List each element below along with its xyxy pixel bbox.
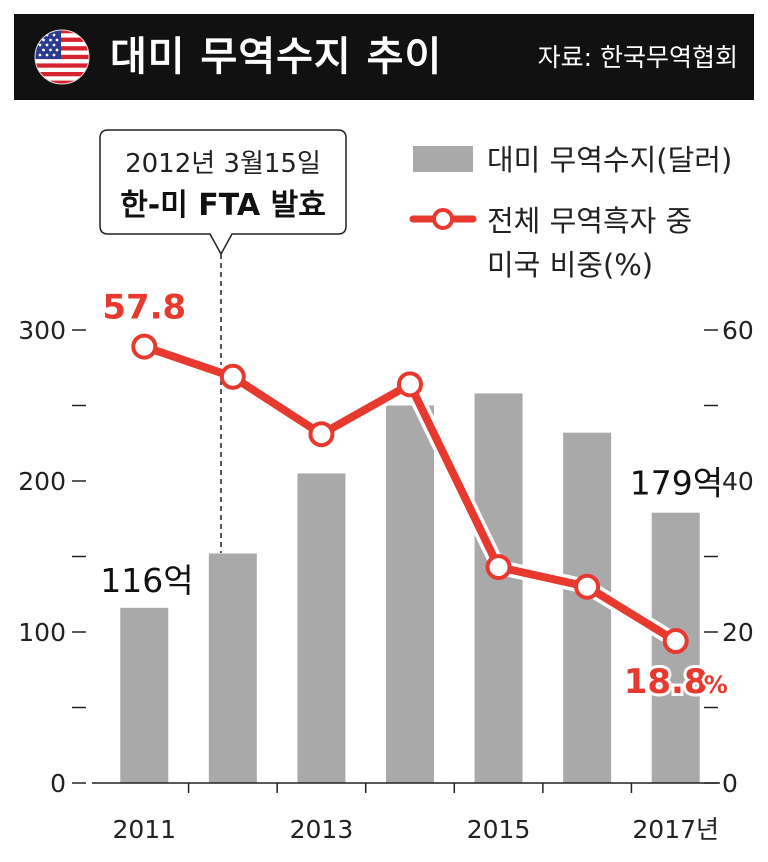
line-point-2016 — [574, 573, 601, 600]
bar-2014 — [386, 405, 434, 783]
legend: 대미 무역수지(달러) 전체 무역흑자 중 미국 비중(%) — [409, 143, 732, 282]
bar-2013 — [297, 473, 346, 783]
legend-line-marker — [432, 208, 454, 230]
left-tick-label-3: 300 — [18, 316, 66, 345]
point-label-last: 18.8 — [624, 662, 708, 702]
line-series — [131, 333, 689, 655]
left-tick-label-1: 100 — [18, 618, 66, 647]
x-tick-label-0: 2011 — [112, 815, 176, 844]
bar-series — [120, 393, 700, 783]
bar-2015 — [474, 393, 523, 783]
point-label-first: 57.8 — [102, 288, 186, 328]
right-tick-label-1: 20 — [722, 618, 754, 647]
left-tick-label-0: 0 — [50, 769, 66, 798]
chart-header: 대미 무역수지 추이 자료: 한국무역협회 — [14, 14, 754, 100]
x-tick-label-6: 2017년 — [632, 815, 719, 844]
legend-line-label-2: 미국 비중(%) — [487, 248, 653, 282]
right-tick-label-2: 40 — [722, 467, 754, 496]
data-labels: 116억 179억 57.8 18.8% — [100, 288, 730, 705]
left-tick-label-2: 200 — [18, 467, 66, 496]
line-point-2015 — [485, 554, 512, 581]
bar-2016 — [563, 432, 612, 783]
right-tick-label-3: 60 — [722, 316, 754, 345]
bar-label-first: 116억 — [100, 561, 193, 600]
bar-2012 — [208, 553, 257, 783]
x-tick-label-4: 2015 — [467, 815, 531, 844]
legend-bar-label: 대미 무역수지(달러) — [487, 143, 732, 177]
source-note: 자료: 한국무역협회 — [537, 43, 738, 72]
annotation-date: 2012년 3월15일 — [125, 149, 321, 179]
us-flag-icon — [34, 29, 90, 85]
line-point-2017 — [662, 628, 689, 655]
x-tick-label-2: 2013 — [290, 815, 354, 844]
line-point-2014 — [397, 371, 423, 398]
fta-annotation: 2012년 3월15일 한-미 FTA 발효 — [99, 129, 347, 553]
line-point-2011 — [131, 333, 158, 360]
chart-title: 대미 무역수지 추이 — [110, 34, 443, 80]
line-point-2013 — [308, 421, 335, 448]
right-tick-label-0: 0 — [722, 769, 738, 798]
point-label-last-unit: % — [704, 671, 728, 699]
annotation-text: 한-미 FTA 발효 — [120, 188, 326, 223]
bar-2011 — [120, 607, 169, 783]
bar-label-last: 179억 — [630, 464, 723, 503]
line-point-2012 — [219, 363, 246, 390]
legend-bar-swatch — [413, 146, 473, 172]
legend-line-label-1: 전체 무역흑자 중 — [487, 204, 692, 238]
